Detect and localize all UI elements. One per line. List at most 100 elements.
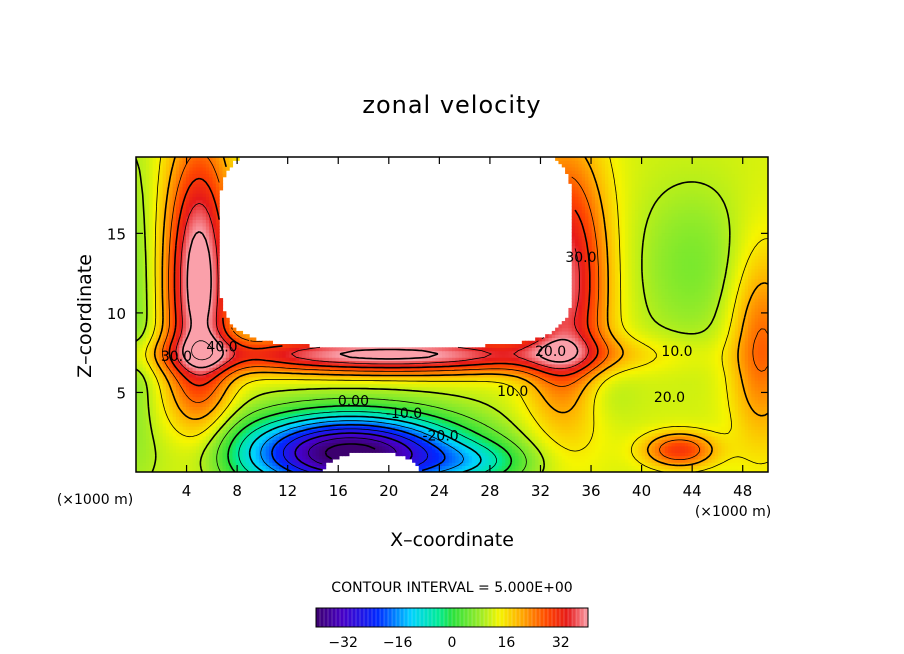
- field-cell: [641, 468, 646, 472]
- field-cell: [202, 412, 207, 417]
- field-cell: [235, 465, 240, 470]
- field-cell: [318, 422, 323, 427]
- field-cell: [405, 403, 410, 407]
- field-cell: [318, 396, 323, 401]
- field-cell: [614, 416, 619, 421]
- field-cell: [155, 468, 160, 472]
- field-cell: [209, 442, 214, 447]
- field-cell: [671, 419, 676, 424]
- field-cell: [199, 412, 204, 417]
- field-cell: [611, 403, 616, 407]
- field-cell: [654, 412, 659, 417]
- field-cell: [262, 389, 267, 394]
- field-cell: [235, 429, 240, 434]
- field-cell: [631, 393, 636, 398]
- field-cell: [521, 406, 526, 411]
- field-cell: [751, 449, 756, 453]
- field-cell: [541, 389, 546, 394]
- field-cell: [505, 399, 510, 404]
- field-cell: [315, 399, 320, 404]
- field-cell: [332, 393, 337, 398]
- field-cell: [651, 396, 656, 401]
- field-cell: [252, 449, 257, 453]
- field-cell: [152, 429, 157, 434]
- field-cell: [445, 432, 450, 437]
- field-cell: [548, 412, 553, 417]
- field-cell: [754, 386, 759, 391]
- field-cell: [508, 412, 513, 417]
- field-cell: [252, 393, 257, 398]
- field-cell: [275, 393, 280, 398]
- field-cell: [744, 406, 749, 411]
- field-cell: [611, 462, 616, 467]
- field-cell: [681, 445, 686, 450]
- field-cell: [185, 445, 190, 450]
- field-cell: [644, 432, 649, 437]
- field-cell: [595, 449, 599, 453]
- field-cell: [501, 435, 506, 440]
- field-cell: [605, 439, 609, 444]
- field-cell: [172, 386, 177, 391]
- field-cell: [302, 452, 307, 457]
- field-cell: [515, 432, 520, 437]
- field-cell: [212, 416, 217, 421]
- field-cell: [232, 426, 237, 430]
- field-cell: [338, 426, 343, 430]
- field-cell: [435, 426, 440, 430]
- field-cell: [249, 465, 254, 470]
- field-cell: [718, 399, 723, 404]
- field-cell: [162, 465, 167, 470]
- field-cell: [661, 439, 666, 444]
- field-cell: [621, 386, 626, 391]
- field-cell: [525, 462, 530, 467]
- field-cell: [744, 455, 749, 460]
- field-cell: [298, 406, 303, 411]
- field-cell: [684, 449, 689, 453]
- field-cell: [531, 386, 536, 391]
- field-cell: [671, 383, 676, 388]
- field-cell: [358, 439, 363, 444]
- field-cell: [302, 389, 307, 394]
- field-cell: [465, 406, 470, 411]
- field-cell: [711, 432, 716, 437]
- field-cell: [518, 462, 523, 467]
- field-cell: [159, 449, 164, 453]
- field-cell: [761, 416, 766, 421]
- field-cell: [471, 386, 476, 391]
- field-cell: [378, 403, 383, 407]
- field-cell: [335, 399, 340, 404]
- field-cell: [578, 445, 583, 450]
- field-cell: [515, 452, 520, 457]
- field-cell: [235, 419, 240, 424]
- field-cell: [748, 439, 752, 444]
- field-cell: [452, 386, 456, 391]
- field-cell: [595, 406, 599, 411]
- field-cell: [758, 422, 762, 427]
- field-cell: [485, 442, 490, 447]
- field-cell: [385, 409, 390, 414]
- field-cell: [525, 455, 530, 460]
- field-cell: [438, 468, 443, 472]
- field-cell: [215, 396, 220, 401]
- field-cell: [511, 429, 516, 434]
- field-cell: [551, 416, 556, 421]
- field-cell: [495, 383, 500, 388]
- field-cell: [515, 399, 520, 404]
- field-cell: [192, 465, 197, 470]
- field-cell: [249, 452, 254, 457]
- field-cell: [724, 409, 729, 414]
- field-cell: [412, 435, 417, 440]
- field-cell: [285, 403, 290, 407]
- field-cell: [731, 409, 736, 414]
- field-cell: [485, 412, 490, 417]
- field-cell: [605, 426, 609, 430]
- field-cell: [508, 468, 513, 472]
- field-cell: [481, 399, 486, 404]
- field-cell: [588, 403, 593, 407]
- field-cell: [495, 429, 500, 434]
- field-cell: [578, 429, 583, 434]
- field-cell: [764, 426, 768, 430]
- field-cell: [428, 445, 433, 450]
- field-cell: [432, 409, 436, 414]
- field-cell: [239, 455, 244, 460]
